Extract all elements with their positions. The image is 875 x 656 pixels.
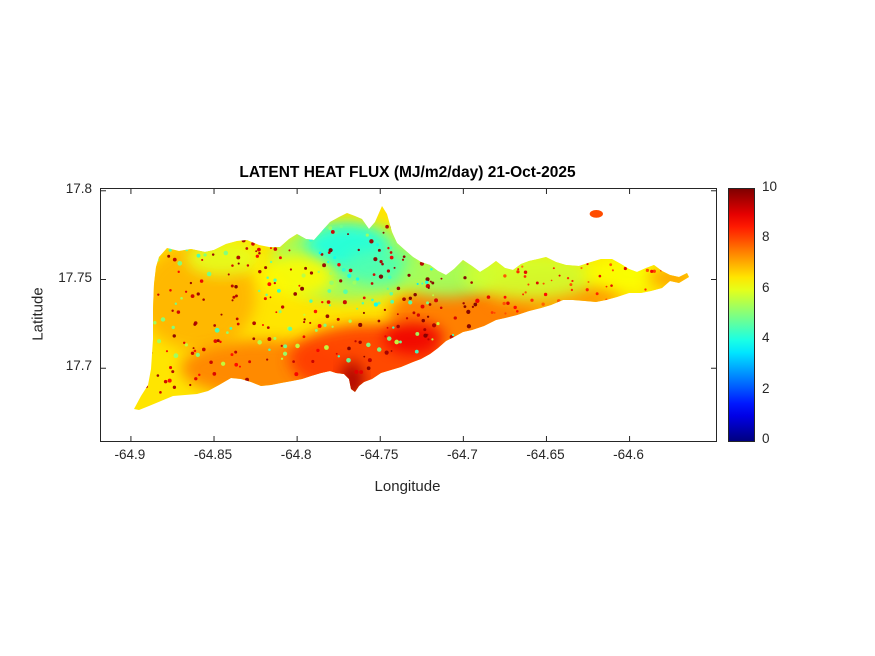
colorbar-tick-label: 4 (762, 330, 770, 346)
offshore-islet-dot (589, 209, 603, 218)
y-tick-label: 17.7 (65, 358, 92, 374)
colorbar-tick-label: 6 (762, 279, 770, 295)
y-axis-label: Latitude (29, 287, 47, 341)
colorbar-tick-label: 2 (762, 380, 770, 396)
heatmap-region (400, 254, 494, 298)
heatmap-region (343, 249, 411, 285)
heatmap-canvas (101, 189, 716, 441)
x-axis-label: Longitude (374, 478, 441, 495)
axis-tick-marks (101, 189, 716, 441)
colorbar-tick-label: 8 (762, 229, 770, 245)
x-tick-label: -64.85 (193, 447, 233, 462)
heatmap-region (463, 252, 597, 300)
offshore-islet (589, 209, 603, 218)
heatmap-region (340, 361, 364, 404)
y-tick-label: 17.8 (65, 180, 92, 196)
x-tick-label: -64.75 (360, 447, 399, 462)
x-tick-label: -64.8 (280, 447, 312, 462)
x-tick-label: -64.65 (526, 447, 565, 462)
heatmap-region (383, 322, 444, 355)
x-tick-label: -64.7 (446, 447, 478, 462)
chart-title: LATENT HEAT FLUX (MJ/m2/day) 21-Oct-2025 (239, 164, 576, 181)
island-heatmap (134, 206, 689, 410)
heatmap-region (185, 240, 259, 276)
heatmap-region (260, 254, 334, 298)
y-tick-label: 17.75 (58, 269, 92, 285)
colorbar-tick-label: 0 (762, 431, 770, 446)
colorbar-tick-label: 10 (762, 179, 778, 194)
x-tick-label: -64.9 (114, 447, 146, 462)
colorbar-gradient (728, 188, 755, 442)
x-tick-label: -64.6 (613, 447, 644, 462)
heatmap-regions (139, 222, 689, 404)
plot-area (100, 188, 717, 442)
